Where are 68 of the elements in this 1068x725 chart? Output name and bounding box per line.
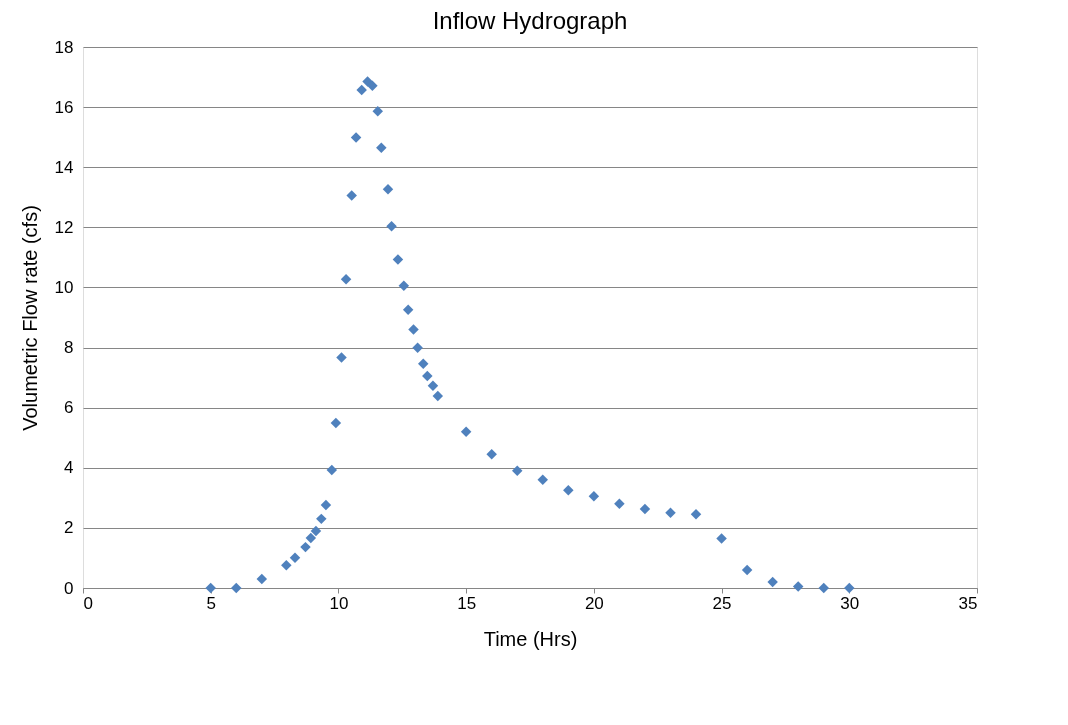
point [330, 417, 342, 429]
point [767, 576, 778, 588]
y-tick-label: 8 [64, 338, 74, 358]
point [417, 358, 429, 370]
point [690, 509, 702, 520]
y-tick-label: 14 [54, 157, 74, 177]
point [340, 274, 352, 285]
point [486, 449, 497, 460]
x-tick-label: 10 [329, 593, 349, 613]
point [818, 582, 829, 594]
y-tick-label: 0 [64, 578, 74, 598]
point [614, 498, 625, 510]
point [392, 254, 404, 265]
y-tick-label: 16 [54, 97, 74, 117]
y-tick-label: 2 [64, 518, 74, 538]
point [537, 474, 549, 486]
x-axis-title: Time (Hrs) [483, 627, 578, 650]
x-tick-label: 5 [206, 593, 216, 613]
point [386, 220, 397, 232]
point [511, 465, 523, 477]
point [792, 581, 804, 592]
point [356, 84, 367, 96]
x-tick-label: 20 [584, 593, 604, 613]
point [305, 532, 317, 544]
point [402, 304, 414, 315]
point [205, 582, 216, 594]
point [316, 513, 327, 525]
point [563, 485, 574, 496]
point [376, 142, 387, 153]
y-tick-label: 10 [54, 277, 74, 297]
point [326, 464, 338, 476]
x-tick-label: 15 [457, 593, 477, 613]
point [716, 533, 727, 544]
point [412, 342, 423, 354]
point [460, 426, 472, 437]
point [665, 507, 676, 519]
x-tick-label: 30 [840, 593, 860, 613]
point [320, 499, 332, 511]
y-tick-label: 4 [64, 458, 74, 478]
point [372, 106, 384, 117]
point [432, 390, 444, 402]
point [350, 132, 362, 143]
y-tick-label: 18 [54, 37, 74, 57]
chart-title: Inflow Hydrograph [432, 7, 628, 34]
y-axis-title: Volumetric Flow rate (cfs) [18, 205, 41, 431]
point [300, 541, 311, 553]
point [289, 552, 301, 563]
point [398, 280, 410, 291]
point [281, 559, 292, 571]
x-tick-label: 0 [83, 593, 93, 613]
point [427, 380, 439, 391]
point [346, 190, 357, 201]
x-tick-label: 35 [958, 593, 978, 613]
point [256, 573, 268, 585]
point [310, 525, 322, 537]
point [741, 564, 753, 576]
point [588, 491, 600, 502]
point [382, 183, 394, 195]
point [367, 80, 378, 92]
y-tick-label: 6 [64, 398, 74, 418]
point [336, 352, 347, 363]
point [231, 582, 242, 594]
point [844, 582, 855, 594]
y-tick-label: 12 [54, 217, 74, 237]
point [639, 503, 651, 515]
point [422, 370, 433, 382]
point [408, 324, 419, 335]
x-tick-label: 25 [712, 593, 732, 613]
